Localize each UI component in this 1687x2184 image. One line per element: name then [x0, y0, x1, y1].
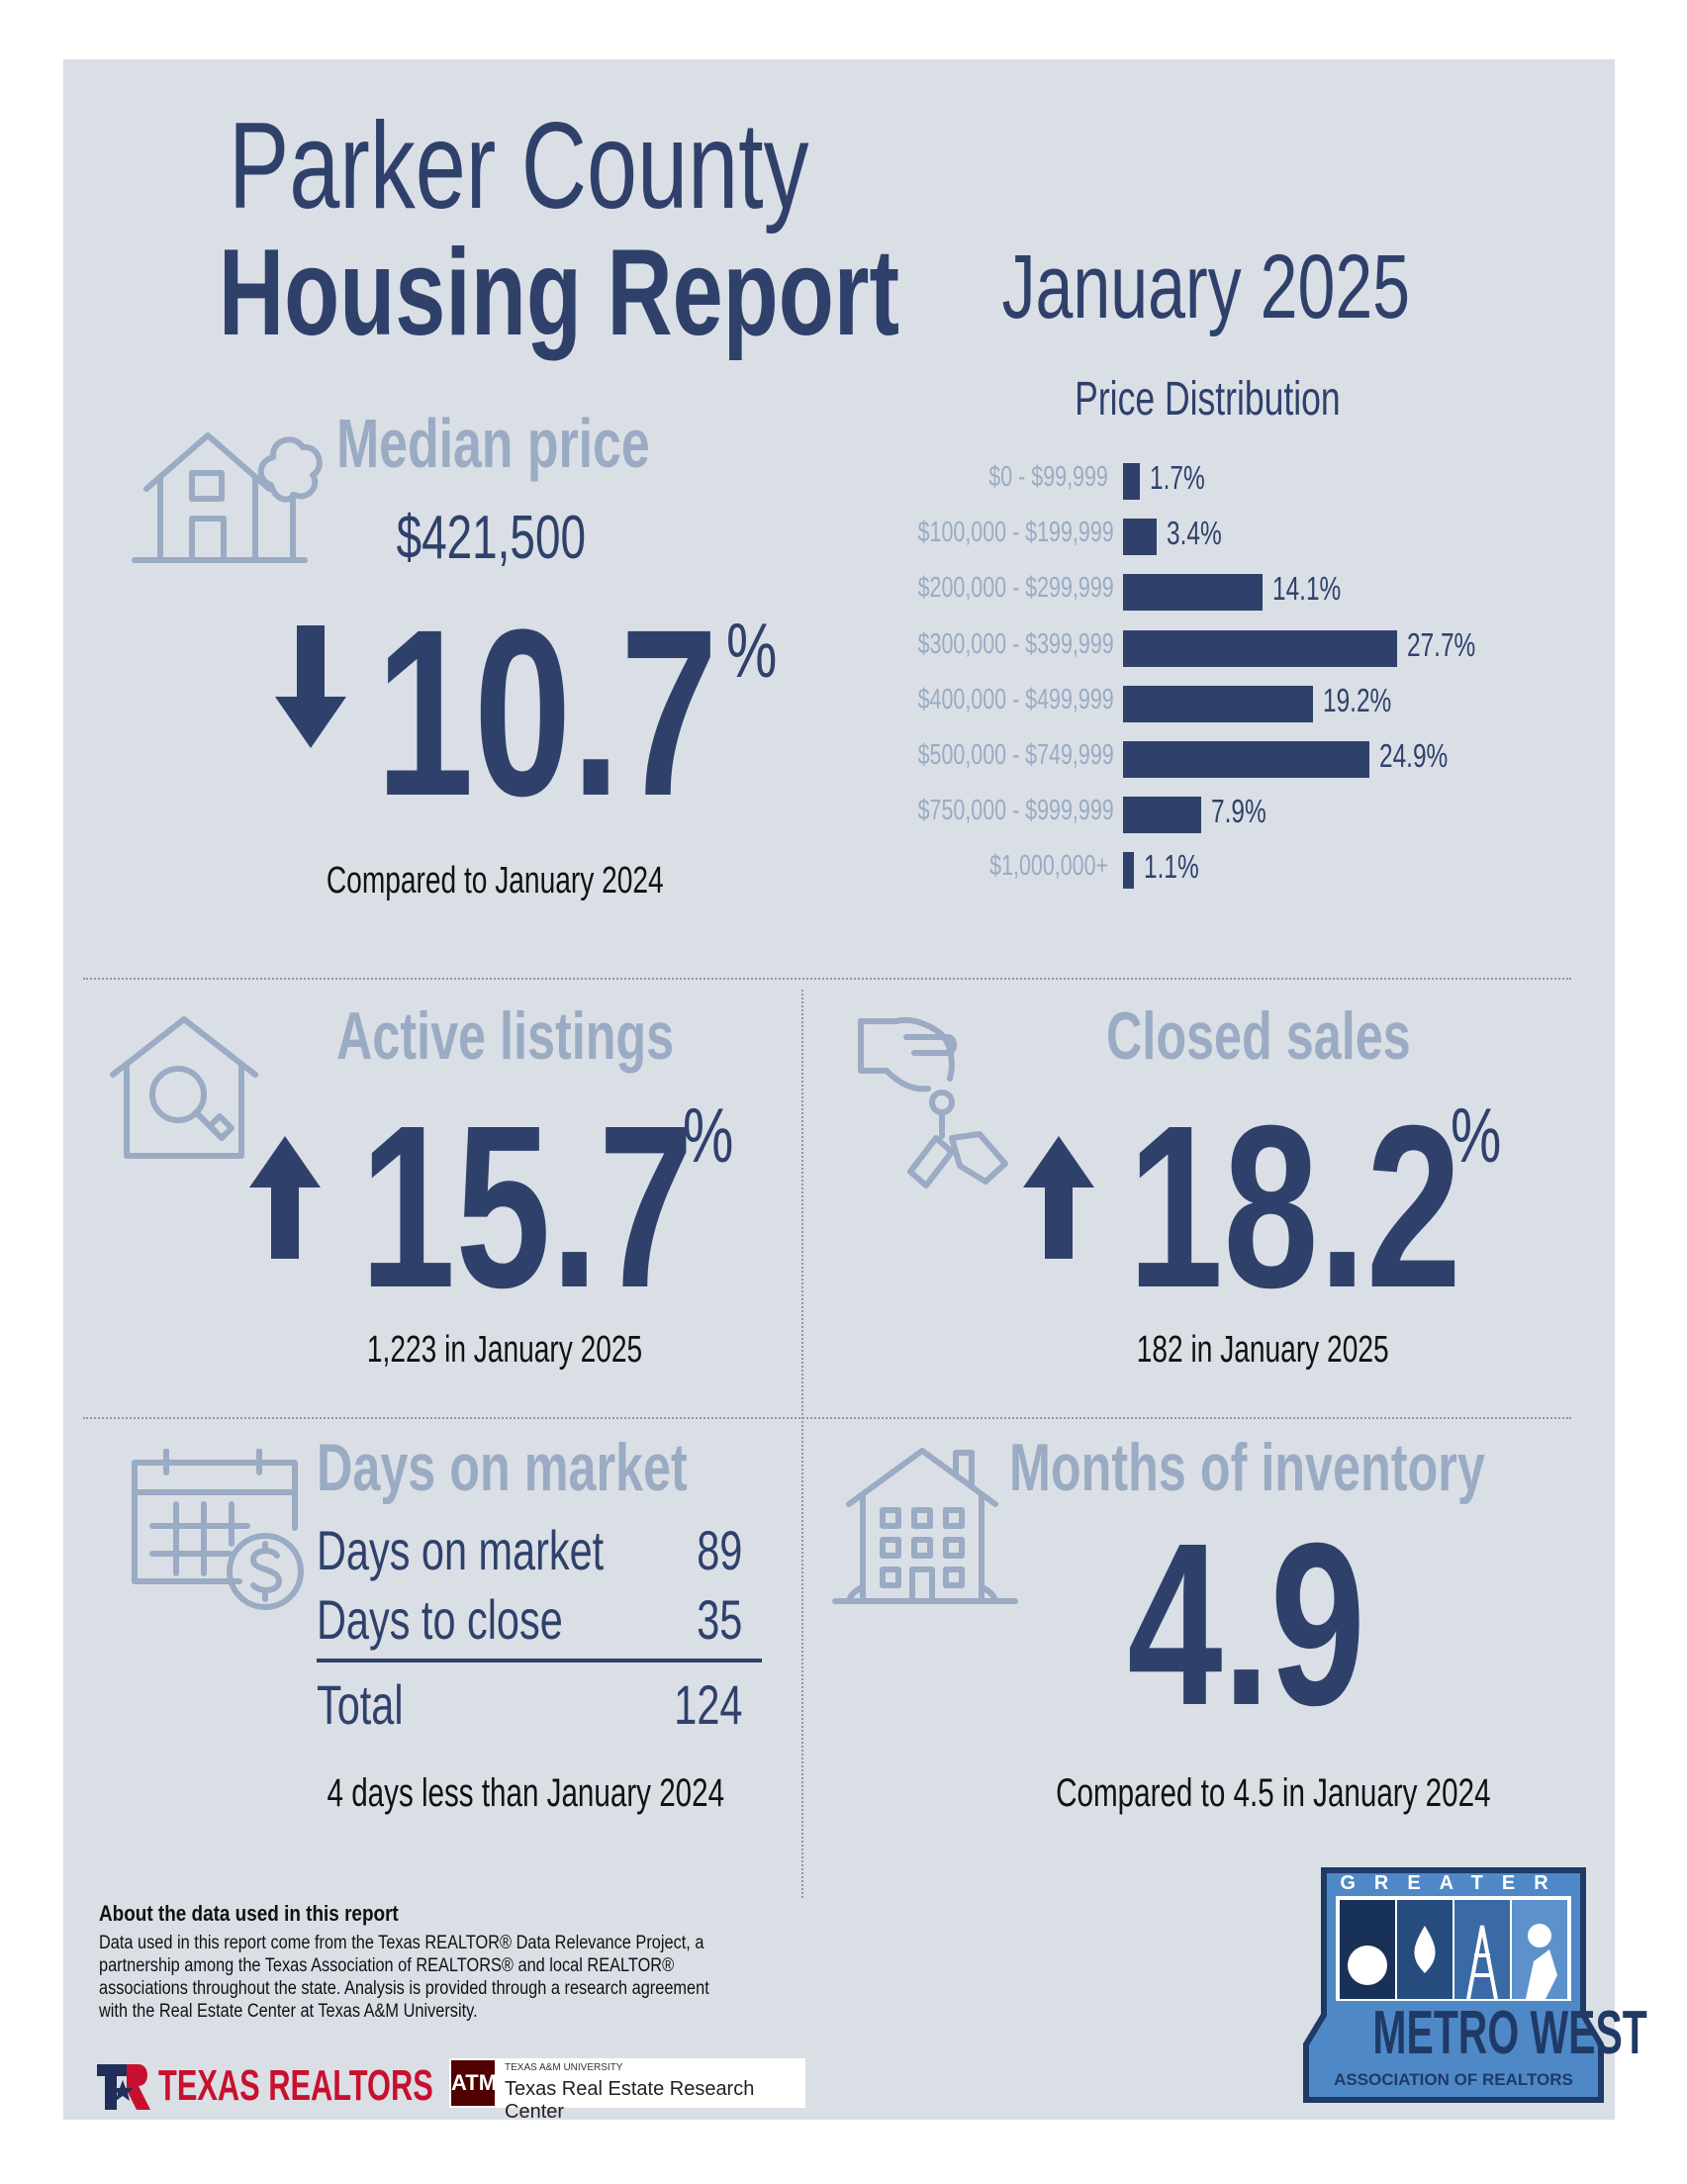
title-line-1: Parker County	[229, 98, 809, 235]
price-distribution-value: 24.9%	[1379, 737, 1449, 774]
price-range-label: $500,000 - $749,999	[917, 739, 1114, 771]
total-label: Total	[317, 1673, 404, 1736]
total-value: 124	[673, 1673, 742, 1736]
divider-top	[83, 978, 1571, 980]
price-distribution-bar	[1123, 574, 1263, 612]
texas-realtors-wordmark: TEXAS REALTORS	[158, 2061, 433, 2110]
tamu-university: TEXAS A&M UNIVERSITY	[505, 2062, 623, 2073]
greater-metro-west-logo: GREATER METRO WEST ASSOCIATION OF REALTO…	[1302, 1866, 1647, 2104]
closed-sales-change: 18.2	[1128, 1077, 1462, 1336]
median-price-comparison: Compared to January 2024	[326, 860, 664, 902]
title-line-2: Housing Report	[218, 225, 900, 361]
calendar-dollar-icon	[131, 1448, 309, 1622]
price-range-label: $750,000 - $999,999	[917, 795, 1114, 827]
price-distribution-bar	[1123, 852, 1134, 890]
divider-vertical	[801, 990, 803, 1898]
active-listings-change: 15.7	[360, 1077, 695, 1336]
price-distribution-value: 7.9%	[1211, 793, 1266, 830]
median-price-change: 10.7	[376, 580, 718, 845]
price-distribution-value: 1.7%	[1150, 459, 1205, 496]
tamu-logo: ATM TEXAS A&M UNIVERSITY Texas Real Esta…	[449, 2058, 805, 2123]
price-distribution-bar	[1123, 685, 1313, 722]
dom-row-label: Days on market	[317, 1519, 605, 1581]
days-on-market-label: Days on market	[317, 1430, 688, 1505]
median-price-label: Median price	[336, 405, 650, 482]
price-range-label: $1,000,000+	[989, 850, 1108, 883]
divider-middle	[83, 1417, 1571, 1419]
about-text: Data used in this report come from the T…	[99, 1933, 709, 2022]
price-distribution-value: 19.2%	[1323, 681, 1392, 718]
gmw-association: ASSOCIATION OF REALTORS	[1334, 2070, 1573, 2089]
closed-sales-detail: 182 in January 2025	[1136, 1329, 1389, 1371]
median-price-value: $421,500	[396, 504, 586, 572]
house-magnifier-icon	[109, 1013, 259, 1167]
price-distribution-bar	[1123, 519, 1157, 556]
months-inventory-comparison: Compared to 4.5 in January 2024	[1056, 1771, 1491, 1815]
building-icon	[831, 1443, 1019, 1616]
price-distribution-value: 27.7%	[1407, 625, 1476, 663]
active-listings-detail: 1,223 in January 2025	[366, 1329, 643, 1371]
gmw-metro-west: METRO WEST	[1372, 1999, 1647, 2067]
closed-sales-label: Closed sales	[1106, 998, 1411, 1074]
price-distribution-value: 14.1%	[1272, 570, 1342, 608]
active-listings-label: Active listings	[336, 998, 675, 1074]
gmw-greater: GREATER	[1340, 1872, 1567, 1894]
hand-keys-icon	[857, 1015, 1025, 1198]
arrow-down-icon	[275, 625, 346, 748]
closed-sales-percent: %	[1451, 1092, 1502, 1179]
arrow-up-icon	[249, 1136, 321, 1259]
days-on-market-comparison: 4 days less than January 2024	[327, 1771, 725, 1815]
house-tree-icon	[127, 422, 325, 575]
dom-row-value: 89	[696, 1519, 742, 1581]
dtc-row-value: 35	[696, 1588, 742, 1651]
report-period: January 2025	[1001, 237, 1411, 337]
tamu-mark: ATM	[451, 2060, 497, 2106]
dtc-row-label: Days to close	[317, 1588, 563, 1651]
active-listings-percent: %	[683, 1092, 734, 1179]
months-inventory-value: 4.9	[1127, 1494, 1366, 1754]
total-rule	[317, 1659, 762, 1662]
price-distribution-bar	[1123, 741, 1369, 778]
price-distribution-bar	[1123, 629, 1397, 667]
months-inventory-label: Months of inventory	[1009, 1430, 1485, 1505]
price-range-label: $300,000 - $399,999	[917, 627, 1114, 660]
price-distribution-bar	[1123, 463, 1140, 500]
report-panel	[63, 59, 1615, 2120]
tamu-center-name: Texas Real Estate Research Center	[505, 2078, 755, 2123]
median-price-percent: %	[726, 607, 778, 694]
price-range-label: $200,000 - $299,999	[917, 572, 1114, 605]
price-range-label: $100,000 - $199,999	[917, 517, 1114, 549]
arrow-up-icon	[1023, 1136, 1094, 1259]
about-heading: About the data used in this report	[99, 1901, 399, 1926]
price-distribution-value: 3.4%	[1167, 515, 1222, 552]
price-range-label: $0 - $99,999	[988, 461, 1108, 493]
price-distribution-value: 1.1%	[1144, 848, 1199, 886]
price-distribution-bar	[1123, 797, 1201, 834]
price-distribution-title: Price Distribution	[1074, 373, 1341, 426]
texas-realtors-logo	[97, 2064, 150, 2115]
price-range-label: $400,000 - $499,999	[917, 683, 1114, 715]
